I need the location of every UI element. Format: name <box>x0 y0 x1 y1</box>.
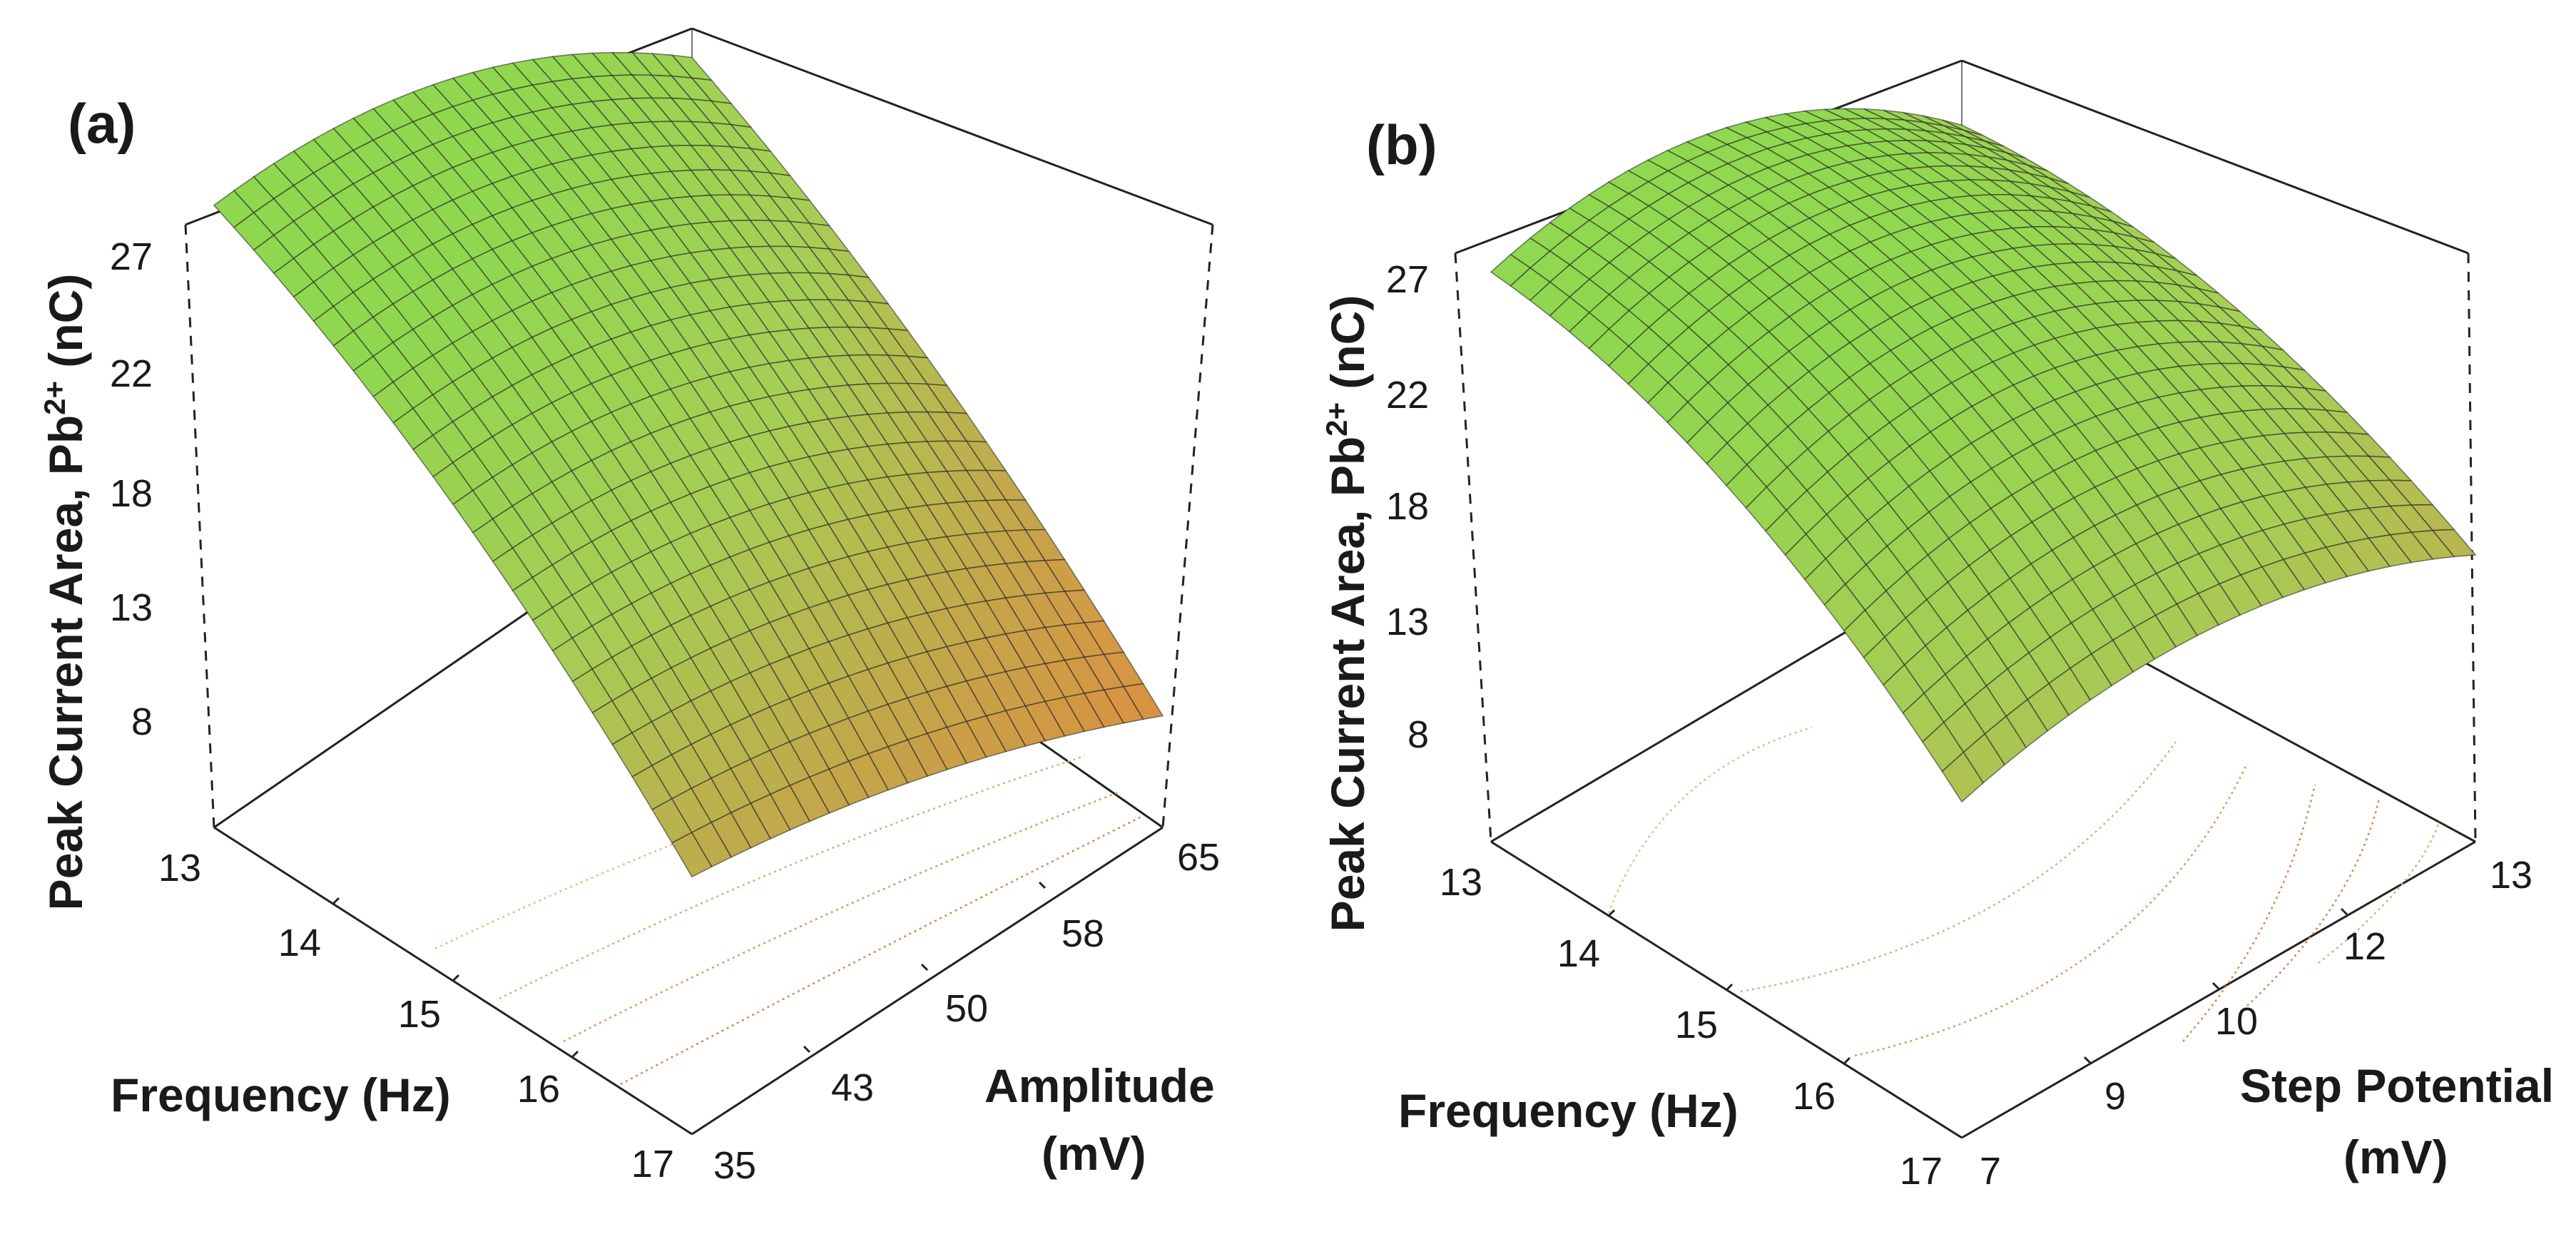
panel-b-z-label-tail: (nC) <box>1321 295 1374 402</box>
panel-a-y-axis-label-line2: (mV) <box>1042 1127 1146 1180</box>
panel-b-z-axis: 27 22 18 13 8 <box>1386 258 1429 756</box>
panel-b-y-tick-13: 13 <box>2490 854 2532 897</box>
panel-a-z-label-tail: (nC) <box>39 274 92 381</box>
panel-a-surface <box>213 51 1164 878</box>
panel-a-z-label-sup: 2+ <box>38 381 71 415</box>
panel-a-x-tick-17: 17 <box>631 1143 674 1185</box>
panel-a-y-axis: 35 43 50 58 65 <box>713 836 1220 1187</box>
panel-b-z-tick-22: 22 <box>1386 374 1429 417</box>
panel-a-y-tick-50: 50 <box>945 987 988 1030</box>
panel-a-y-tick-65: 65 <box>1177 836 1220 879</box>
panel-b-y-axis: 7 9 10 12 13 <box>1980 854 2532 1193</box>
panel-a-chart: 27 22 18 13 8 13 14 15 16 17 35 43 50 58… <box>38 27 1220 1187</box>
panel-a-y-axis-label-line1: Amplitude <box>984 1059 1215 1112</box>
panel-b-y-tick-7: 7 <box>1980 1150 2001 1193</box>
panel-b-x-tick-15: 15 <box>1675 1004 1718 1046</box>
panel-a-z-tick-18: 18 <box>110 472 153 515</box>
panel-b-x-axis-label: Frequency (Hz) <box>1398 1084 1738 1137</box>
panel-b-y-axis-label-line1: Step Potential <box>2240 1059 2554 1112</box>
panel-b-y-axis-label-line2: (mV) <box>2343 1131 2448 1183</box>
panel-a-label: (a) <box>68 92 136 155</box>
panel-b-z-label-main: Peak Current Area, Pb <box>1321 437 1374 932</box>
panel-a-z-tick-13: 13 <box>110 586 153 629</box>
surface-patch <box>1941 751 1985 803</box>
panel-b-z-tick-27: 27 <box>1386 258 1429 301</box>
panel-a-z-tick-8: 8 <box>131 700 153 743</box>
panel-a-y-tick-43: 43 <box>831 1066 874 1109</box>
panel-b-z-label-sup: 2+ <box>1320 402 1353 437</box>
panel-b-y-tick-12: 12 <box>2343 925 2386 968</box>
panel-a-x-tick-13: 13 <box>158 847 201 889</box>
panel-a-x-tick-15: 15 <box>398 993 441 1036</box>
panel-b-x-tick-17: 17 <box>1900 1150 1943 1193</box>
panel-a-z-label-main: Peak Current Area, Pb <box>39 415 92 910</box>
panel-a-x-axis: 13 14 15 16 17 <box>158 847 674 1185</box>
panel-b-z-tick-18: 18 <box>1386 485 1429 528</box>
panel-a-y-tick-58: 58 <box>1062 912 1104 955</box>
panel-a-z-axis-label: Peak Current Area, Pb2+ (nC) <box>38 274 92 911</box>
panel-b-chart: 27 22 18 13 8 13 14 15 16 17 7 9 10 12 1… <box>1320 59 2554 1193</box>
panel-a-z-tick-22: 22 <box>110 352 153 395</box>
panel-a-z-tick-27: 27 <box>110 235 153 278</box>
panel-b-z-tick-13: 13 <box>1386 601 1429 643</box>
panel-a-x-tick-14: 14 <box>278 922 321 964</box>
panel-a-z-axis: 27 22 18 13 8 <box>110 235 153 743</box>
panel-b-x-tick-16: 16 <box>1793 1075 1836 1118</box>
panel-b-z-axis-label: Peak Current Area, Pb2+ (nC) <box>1320 295 1374 932</box>
panel-a-x-tick-16: 16 <box>517 1068 560 1111</box>
panel-b-floor-contours <box>1607 726 2441 1057</box>
surface-patch <box>671 832 713 878</box>
panel-b-z-tick-8: 8 <box>1407 713 1429 756</box>
panel-a-y-tick-35: 35 <box>713 1144 756 1187</box>
panel-b-y-tick-10: 10 <box>2215 1000 2258 1043</box>
panel-b-y-tick-9: 9 <box>2104 1075 2126 1118</box>
panel-b-x-tick-14: 14 <box>1557 932 1600 975</box>
panel-b-x-tick-13: 13 <box>1440 861 1482 904</box>
panel-b-label: (b) <box>1366 113 1437 176</box>
panel-a-x-axis-label: Frequency (Hz) <box>111 1069 451 1121</box>
panel-b-surface <box>1490 108 2477 803</box>
panel-b-x-axis: 13 14 15 16 17 <box>1440 861 1943 1193</box>
